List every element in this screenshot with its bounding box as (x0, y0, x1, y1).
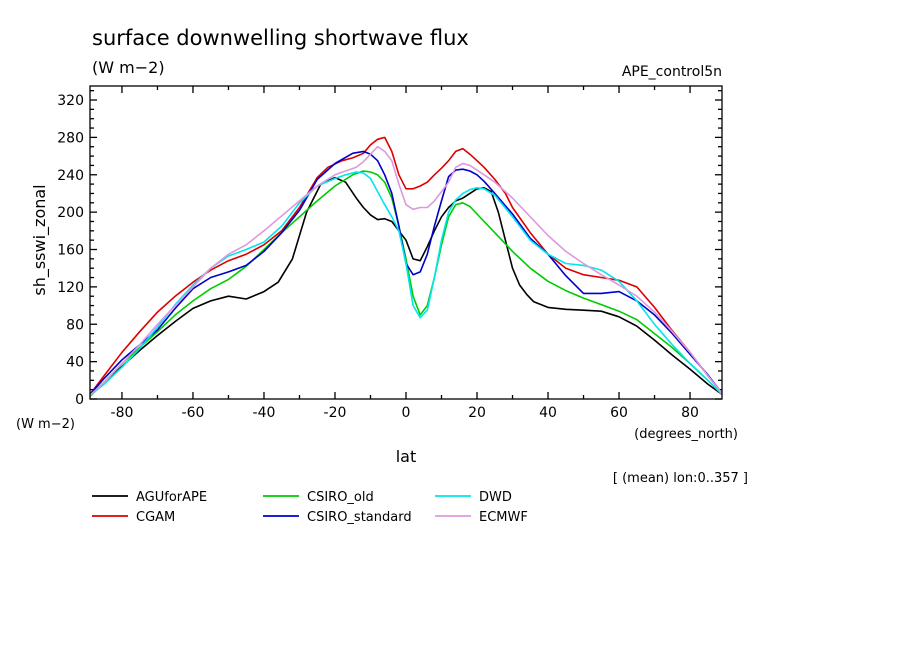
y-tick-label: 120 (57, 280, 84, 296)
averaging-note: [ (mean) lon:0..357 ] (613, 471, 748, 486)
chart-units: (W m−2) (92, 58, 165, 77)
y-tick-label: 0 (75, 392, 84, 408)
x-axis-units: (degrees_north) (634, 427, 738, 442)
run-label: APE_control5n (622, 64, 722, 80)
y-axis-label: sh_sswi_zonal (30, 184, 50, 295)
x-tick-label: 40 (539, 405, 557, 421)
y-tick-label: 240 (57, 168, 84, 184)
series-lines (89, 136, 723, 397)
series-line-aguforape (89, 176, 723, 397)
series-line-cgam (89, 136, 723, 395)
x-tick-label: 0 (402, 405, 411, 421)
y-axis-units: (W m−2) (16, 417, 75, 432)
y-tick-label: 320 (57, 93, 84, 109)
legend: AGUforAPE CGAM CSIRO_old CSIRO_standard DWD E… (92, 490, 528, 525)
y-tick-label: 80 (66, 317, 84, 333)
y-tick-label: 40 (66, 355, 84, 371)
legend-label: ECMWF (479, 510, 528, 525)
legend-label: AGUforAPE (136, 490, 207, 505)
legend-label: CGAM (136, 510, 175, 525)
series-line-ecmwf (89, 145, 723, 396)
series-line-dwd (89, 171, 723, 396)
x-tick-label: 60 (610, 405, 628, 421)
legend-label: DWD (479, 490, 512, 505)
x-tick-label: -40 (253, 405, 276, 421)
plot-frame (89, 85, 723, 400)
x-tick-label: 80 (681, 405, 699, 421)
x-axis-label: lat (396, 447, 417, 466)
x-tick-label: 20 (468, 405, 486, 421)
series-line-csiro-old (89, 170, 723, 397)
y-tick-label: 280 (57, 130, 84, 146)
x-tick-label: -60 (182, 405, 205, 421)
y-tick-label: 160 (57, 243, 84, 259)
chart-title: surface downwelling shortwave flux (92, 26, 469, 50)
axis-ticks: -80 -60 -40 -20 0 20 40 60 80 0 40 80 120 160 200 240 28… (57, 86, 722, 421)
x-tick-label: -20 (324, 405, 347, 421)
series-line-csiro-standard (89, 150, 723, 395)
legend-label: CSIRO_standard (307, 510, 412, 525)
x-tick-label: -80 (111, 405, 134, 421)
legend-label: CSIRO_old (307, 490, 374, 505)
y-tick-label: 200 (57, 205, 84, 221)
